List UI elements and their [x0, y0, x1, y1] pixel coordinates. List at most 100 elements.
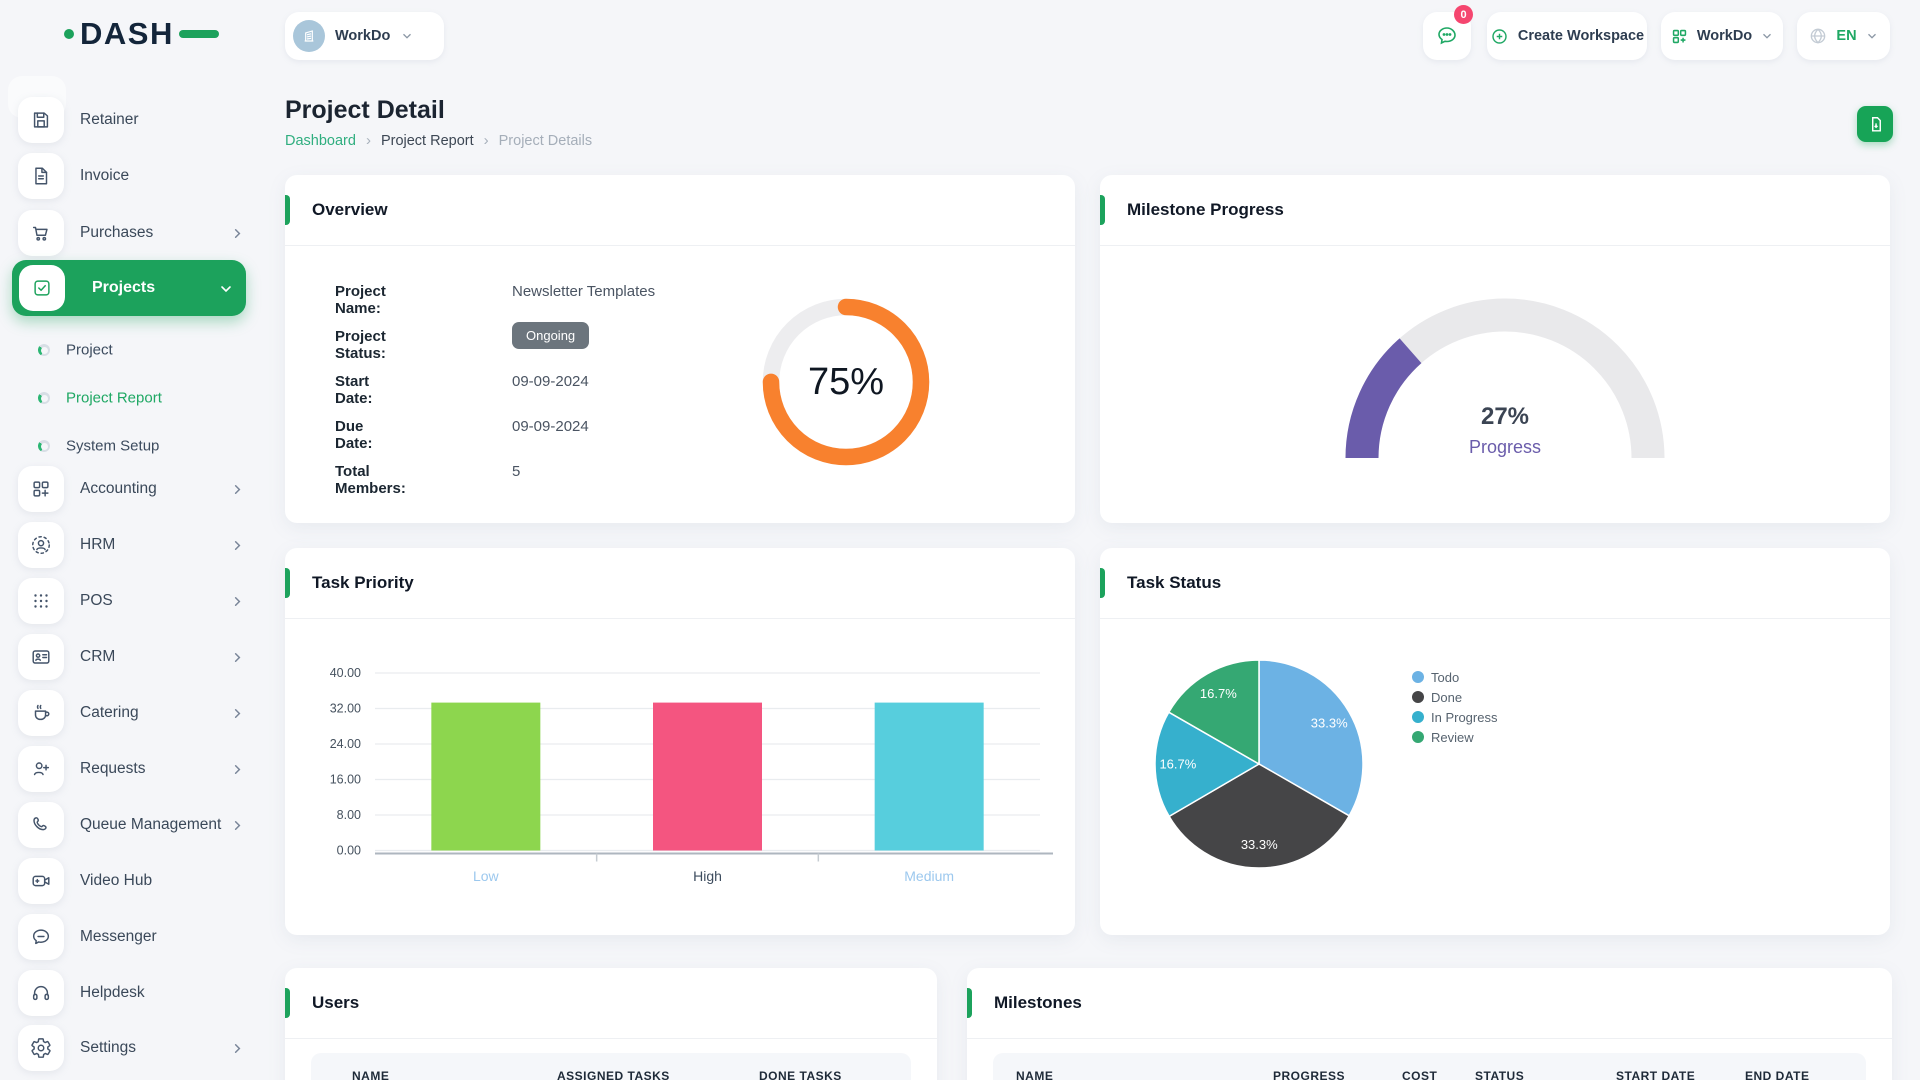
video-camera-icon-box [18, 858, 64, 904]
task-status-title: Task Status [1127, 573, 1222, 592]
chevron-right-icon [234, 709, 241, 718]
sidebar-item-requests[interactable]: Requests [0, 746, 260, 792]
column-header: STATUS [1475, 1069, 1525, 1080]
app-menu-button[interactable]: WorkDo [1661, 12, 1783, 60]
column-header: DONE TASKS [759, 1069, 842, 1080]
sidebar-item-catering[interactable]: Catering [0, 690, 260, 736]
sidebar-subitem-project-report[interactable]: Project Report [0, 383, 260, 413]
create-workspace-label: Create Workspace [1517, 28, 1645, 44]
sidebar-item-label: Invoice [80, 167, 130, 184]
field-value: 09-09-2024 [512, 418, 589, 435]
sidebar-subitem-project[interactable]: Project [0, 335, 260, 365]
gear-icon-box [18, 1025, 64, 1071]
svg-text:8.00: 8.00 [337, 808, 361, 822]
workspace-selector[interactable]: WorkDo [285, 12, 444, 60]
chevron-down-icon [403, 33, 412, 39]
sidebar-item-helpdesk[interactable]: Helpdesk [0, 970, 260, 1016]
column-header: COST [1402, 1069, 1438, 1080]
sidebar-item-messenger[interactable]: Messenger [0, 914, 260, 960]
completion-donut-chart [751, 287, 941, 477]
field-value: Newsletter Templates [512, 283, 656, 300]
chat-bubble-icon-box [18, 914, 64, 960]
sidebar-subitem-system-setup[interactable]: System Setup [0, 431, 260, 461]
pie-legend: Todo Done In Progress Review [1412, 667, 1497, 747]
milestone-progress-card: Milestone Progress 27% Progress [1100, 175, 1890, 523]
sidebar-item-crm[interactable]: CRM [0, 634, 260, 680]
expand-indicator [230, 538, 245, 553]
check-square-icon-box [19, 265, 65, 311]
field-value: 09-09-2024 [512, 373, 589, 390]
legend-label: In Progress [1431, 709, 1498, 725]
grid-plus-icon [33, 481, 49, 497]
legend-swatch [1412, 711, 1424, 723]
sidebar-item-label: HRM [80, 536, 116, 553]
sidebar-item-settings[interactable]: Settings [0, 1025, 260, 1071]
svg-text:0.00: 0.00 [337, 844, 361, 858]
brand-name: DASH [80, 16, 174, 51]
breadcrumb-separator: › [483, 132, 489, 149]
sidebar-item-retainer[interactable]: Retainer [0, 97, 260, 143]
sidebar-item-queue-management[interactable]: Queue Management [0, 802, 260, 848]
status-badge: Ongoing [512, 322, 590, 349]
card-accent [1100, 568, 1105, 598]
sidebar-item-label: Settings [80, 1039, 137, 1056]
chevron-down-icon [1867, 33, 1876, 39]
expand-indicator [230, 818, 245, 833]
sidebar-item-projects[interactable]: Projects [12, 260, 246, 316]
expand-indicator [218, 281, 234, 297]
sidebar-item-hrm[interactable]: HRM [0, 522, 260, 568]
sidebar-item-video-hub[interactable]: Video Hub [0, 858, 260, 904]
floppy-disk-icon-box [18, 97, 64, 143]
column-header: END DATE [1745, 1069, 1810, 1080]
create-workspace-button[interactable]: Create Workspace [1487, 12, 1647, 60]
card-accent [285, 568, 290, 598]
cart-icon [32, 226, 48, 241]
user-plus-icon [33, 762, 50, 776]
sidebar: Retainer Invoice Purchases Projects Project P… [0, 0, 260, 1080]
workspace-name: WorkDo [335, 28, 391, 44]
sidebar-item-pos[interactable]: POS [0, 578, 260, 624]
legend-label: Done [1431, 689, 1463, 705]
bullet-icon [38, 440, 50, 452]
user-scan-icon-box [18, 522, 64, 568]
page-title: Project Detail [285, 96, 445, 124]
expand-indicator [230, 650, 245, 665]
language-selector[interactable]: EN [1797, 12, 1890, 60]
export-button[interactable] [1857, 106, 1893, 142]
sidebar-item-purchases[interactable]: Purchases [0, 210, 260, 256]
breadcrumb-item[interactable]: Project Report [380, 132, 474, 149]
breadcrumb: Dashboard › Project Report › Project Details [285, 132, 592, 149]
svg-text:24.00: 24.00 [330, 737, 361, 751]
breadcrumb-item[interactable]: Dashboard [285, 132, 356, 149]
task-priority-card: Task Priority 0.00 8.00 16.00 24.00 32.00 40.… [285, 548, 1075, 935]
phone-icon-box [18, 802, 64, 848]
field-label: Start Date: [335, 373, 373, 407]
milestones-card: Milestones NAME PROGRESS COST STATUS START D… [967, 968, 1892, 1080]
users-table-header [311, 1053, 911, 1080]
chevron-right-icon [234, 597, 241, 606]
sidebar-item-invoice[interactable]: Invoice [0, 153, 260, 199]
users-card-title: Users [312, 993, 360, 1012]
bullet-icon [38, 392, 50, 404]
expand-indicator [230, 594, 245, 609]
svg-text:32.00: 32.00 [330, 702, 361, 716]
milestone-card-title: Milestone Progress [1127, 200, 1284, 219]
chevron-right-icon [234, 1044, 241, 1053]
task-status-card: Task Status 33.3% 33.3% 16.7% 16.7% Todo Don… [1100, 548, 1890, 935]
grid-plus-icon-box [18, 466, 64, 512]
floppy-disk-icon [33, 112, 49, 128]
gauge-percent: 27% [1480, 403, 1530, 430]
brand-logo[interactable]: DASH [64, 16, 219, 52]
legend-swatch [1412, 671, 1424, 683]
milestones-card-title: Milestones [994, 993, 1082, 1012]
column-header: NAME [1016, 1069, 1054, 1080]
svg-text:High: High [693, 868, 722, 884]
chevron-right-icon [234, 229, 241, 238]
gear-icon [31, 1038, 51, 1058]
sidebar-item-accounting[interactable]: Accounting [0, 466, 260, 512]
card-accent [1100, 195, 1105, 225]
expand-indicator [230, 706, 245, 721]
breadcrumb-item: Project Details [498, 132, 593, 149]
chevron-right-icon [234, 541, 241, 550]
sidebar-item-label: Projects [92, 279, 156, 296]
